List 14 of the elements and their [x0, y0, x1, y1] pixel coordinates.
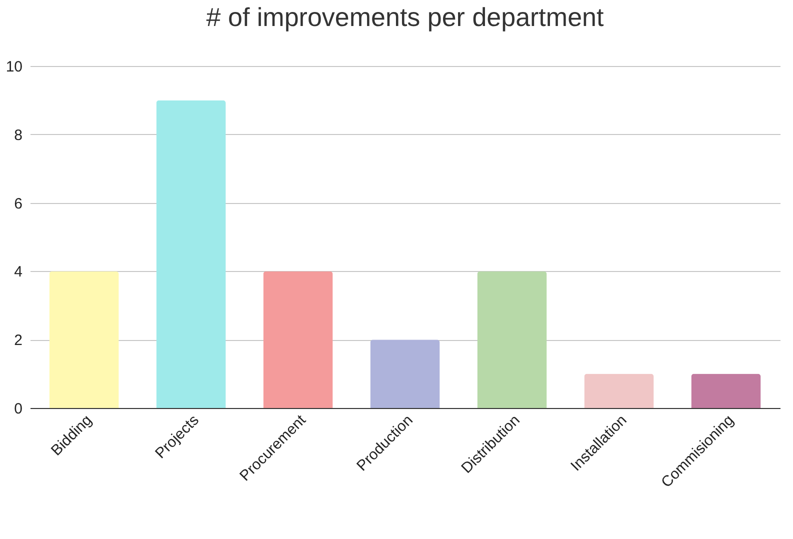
y-tick-label: 10 [6, 58, 22, 76]
y-tick-label: 4 [14, 264, 22, 281]
bar [691, 374, 761, 408]
y-tick-label: 6 [14, 195, 22, 212]
bar [477, 271, 547, 408]
chart-title: # of improvements per department [206, 2, 604, 32]
bar [370, 340, 440, 408]
bar [49, 271, 119, 408]
bar [263, 271, 333, 408]
bar [584, 374, 654, 408]
y-tick-label: 0 [14, 400, 22, 418]
bar [156, 100, 226, 408]
y-tick-label: 8 [14, 126, 22, 144]
y-tick-label: 2 [14, 332, 22, 350]
